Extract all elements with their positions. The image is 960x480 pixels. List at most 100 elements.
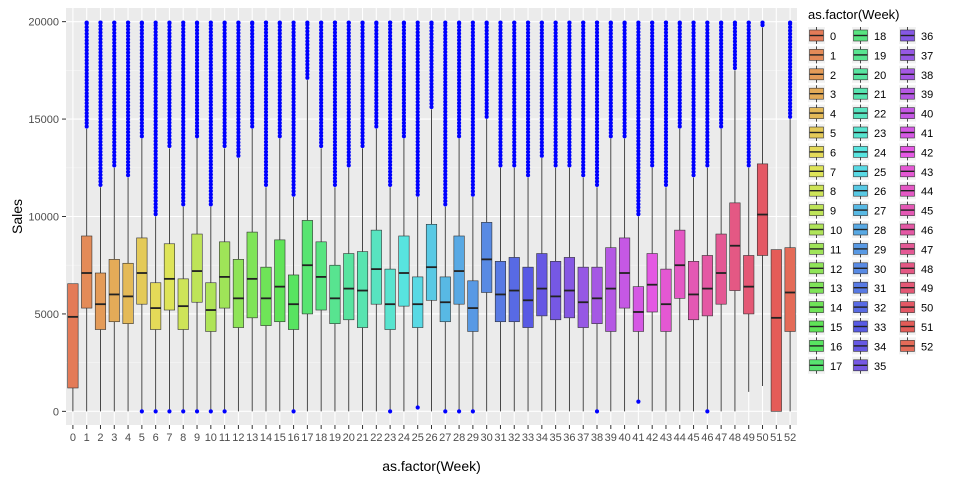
outlier-point xyxy=(346,107,351,112)
outlier-point xyxy=(153,26,158,31)
outlier-point xyxy=(319,123,324,129)
outlier-point xyxy=(553,153,558,158)
outlier-point xyxy=(705,37,710,42)
outlier-point xyxy=(222,61,227,66)
outlier-point xyxy=(360,77,365,82)
outlier-point xyxy=(388,73,393,78)
outlier-point xyxy=(622,114,627,119)
x-tick-label: 51 xyxy=(770,432,782,444)
x-tick-label: 2 xyxy=(97,432,103,444)
outlier-point xyxy=(125,40,131,45)
outlier-point xyxy=(512,30,517,36)
outlier-point xyxy=(277,134,282,139)
outlier-point xyxy=(470,116,475,121)
outlier-point xyxy=(719,41,724,46)
outlier-point xyxy=(84,107,89,113)
box-body xyxy=(315,241,327,311)
outlier-point xyxy=(663,166,669,171)
outlier-point xyxy=(443,112,448,118)
outlier-point xyxy=(112,120,117,125)
legend-item-week-19: 19 xyxy=(852,46,886,64)
outlier-point xyxy=(194,20,200,25)
outlier-point xyxy=(650,60,655,65)
outlier-point xyxy=(746,140,751,145)
outlier-point xyxy=(112,133,117,138)
outlier-point xyxy=(291,83,296,88)
outlier-point xyxy=(512,153,517,158)
outlier-point xyxy=(484,61,489,66)
outlier-point xyxy=(139,67,144,73)
outlier-point xyxy=(125,30,131,35)
outlier-point xyxy=(167,90,172,96)
outlier-point xyxy=(705,136,710,142)
outlier-point xyxy=(470,60,475,65)
outlier-point xyxy=(498,126,503,132)
outlier-point xyxy=(622,134,627,139)
outlier-point xyxy=(112,126,117,132)
outlier-point xyxy=(594,123,600,128)
outlier-point xyxy=(125,126,131,131)
outlier-point xyxy=(346,136,351,142)
outlier-point xyxy=(263,109,269,115)
legend-item-week-24: 24 xyxy=(852,143,886,161)
outlier-point xyxy=(691,139,696,145)
outlier-point xyxy=(746,87,751,92)
outlier-point xyxy=(443,192,448,197)
box-body xyxy=(715,233,727,305)
box-week-35 xyxy=(550,20,562,412)
y-tick-label: 0 xyxy=(53,406,59,418)
outlier-point xyxy=(139,134,144,139)
outlier-point xyxy=(539,130,544,135)
outlier-point xyxy=(84,111,89,116)
outlier-point xyxy=(719,61,724,66)
x-tick-label: 11 xyxy=(219,432,230,444)
outlier-point xyxy=(415,53,420,58)
outlier-point xyxy=(360,70,365,76)
outlier-point xyxy=(332,63,338,68)
outlier-point xyxy=(222,84,227,89)
outlier-point xyxy=(636,92,641,98)
outlier-point xyxy=(746,126,751,132)
outlier-point xyxy=(512,163,517,168)
outlier-point xyxy=(236,90,241,95)
legend-item-week-38: 38 xyxy=(899,65,933,83)
outlier-point xyxy=(456,117,462,122)
outlier-point xyxy=(346,113,351,118)
outlier-point xyxy=(291,136,296,141)
outlier-point xyxy=(263,27,269,32)
legend-item-week-12: 12 xyxy=(808,259,842,277)
outlier-point xyxy=(346,110,351,115)
outlier-point xyxy=(153,53,158,58)
outlier-point xyxy=(622,64,627,69)
outlier-point xyxy=(719,117,724,122)
outlier-point xyxy=(498,133,503,138)
outlier-point xyxy=(788,41,793,46)
outlier-point xyxy=(263,113,269,118)
outlier-point xyxy=(788,108,793,113)
outlier-point xyxy=(512,20,517,25)
outlier-point xyxy=(443,96,448,101)
outlier-point xyxy=(512,110,517,115)
outlier-point xyxy=(429,20,434,25)
legend-item-week-41: 41 xyxy=(899,124,933,141)
outlier-point xyxy=(277,100,282,106)
outlier-point xyxy=(746,80,751,85)
outlier-point xyxy=(346,90,351,95)
outlier-point xyxy=(663,182,669,188)
x-tick-label: 13 xyxy=(246,432,258,444)
outlier-point xyxy=(208,139,213,144)
outlier-point xyxy=(319,94,324,99)
outlier-point xyxy=(194,81,200,86)
x-tick-label: 40 xyxy=(618,432,630,444)
outlier-point xyxy=(112,37,117,42)
outlier-point xyxy=(650,103,655,108)
box-week-15 xyxy=(274,20,286,412)
outlier-point xyxy=(608,51,613,56)
outlier-point xyxy=(443,175,448,181)
outlier-point xyxy=(608,107,613,112)
outlier-point xyxy=(319,140,324,145)
outlier-point xyxy=(470,63,475,68)
outlier-point xyxy=(456,81,462,86)
outlier-point xyxy=(429,91,434,96)
box-week-38 xyxy=(591,20,603,414)
